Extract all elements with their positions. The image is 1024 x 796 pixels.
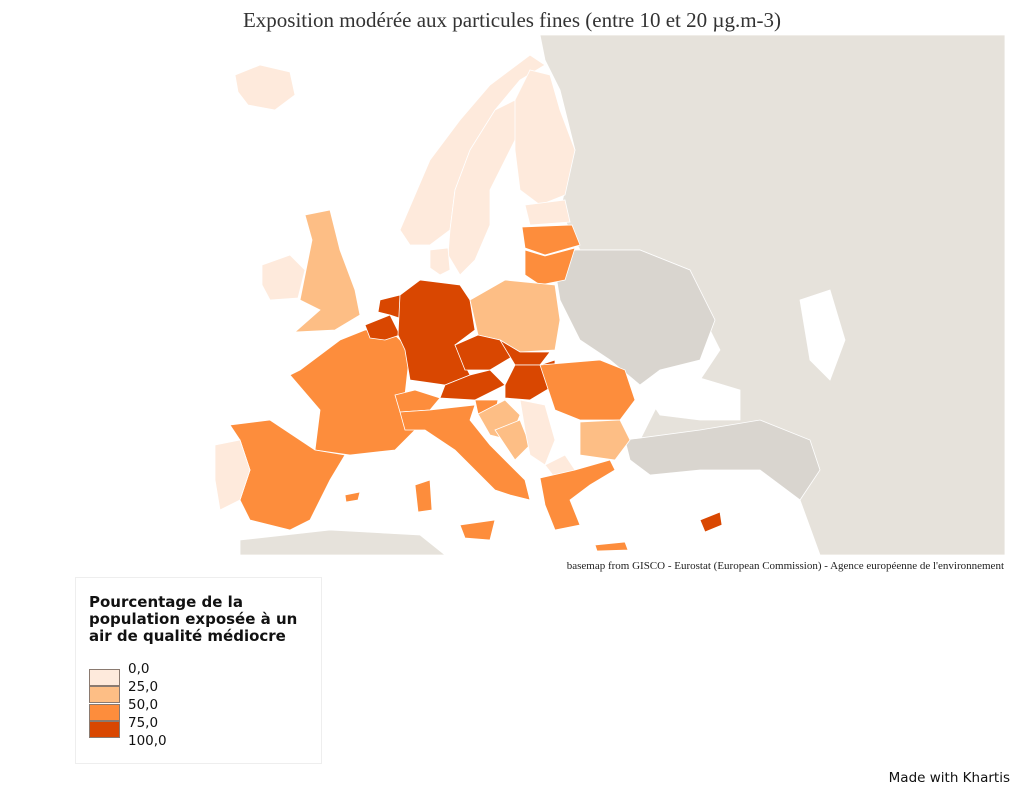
- region-switzerland: [394, 389, 441, 413]
- region-ireland: [261, 254, 306, 301]
- land-turkey: [624, 419, 821, 501]
- credit-text: Made with Khartis: [888, 770, 1010, 786]
- region-denmark: [429, 247, 451, 276]
- region-estonia: [524, 199, 571, 226]
- region-france: [289, 329, 416, 456]
- region-bulgaria: [579, 419, 631, 461]
- legend-swatch-3: [89, 721, 120, 738]
- region-germany: [397, 279, 476, 386]
- region-sweden: [447, 99, 521, 276]
- legend-swatch-0: [89, 669, 120, 686]
- region-sardinia: [414, 479, 433, 513]
- region-crete: [594, 541, 629, 552]
- source-note: basemap from GISCO - Eurostat (European …: [566, 560, 1004, 572]
- land-belarus-ukraine: [554, 249, 716, 386]
- region-italy: [399, 404, 531, 501]
- region-sicily: [459, 519, 496, 541]
- legend-swatch-2: [89, 704, 120, 721]
- black-sea: [639, 374, 741, 421]
- legend: Pourcentage de la population exposée à u…: [75, 577, 322, 764]
- region-lithuania: [524, 247, 576, 286]
- legend-break-3: 75,0: [128, 715, 159, 731]
- region-latvia: [521, 224, 581, 256]
- region-romania: [539, 359, 636, 421]
- region-cyprus: [699, 511, 723, 533]
- region-portugal: [214, 439, 251, 511]
- land-north-africa: [239, 529, 447, 556]
- legend-break-4: 100,0: [128, 733, 167, 749]
- region-balearic: [344, 491, 361, 503]
- region-norway: [399, 54, 546, 246]
- region-iceland: [234, 64, 296, 111]
- region-netherlands: [377, 294, 406, 321]
- caspian-sea: [799, 289, 846, 381]
- region-serbia: [519, 399, 556, 466]
- region-united-kingdom: [293, 209, 361, 333]
- legend-break-2: 50,0: [128, 697, 159, 713]
- legend-title: Pourcentage de la population exposée à u…: [89, 593, 298, 645]
- region-slovakia: [499, 339, 551, 366]
- region-greece: [539, 459, 616, 531]
- region-finland: [514, 69, 576, 206]
- legend-swatch-1: [89, 686, 120, 703]
- region-belgium: [364, 314, 401, 341]
- map-title: Exposition modérée aux particules fines …: [242, 8, 782, 32]
- legend-break-1: 25,0: [128, 679, 159, 695]
- legend-break-0: 0,0: [128, 661, 150, 677]
